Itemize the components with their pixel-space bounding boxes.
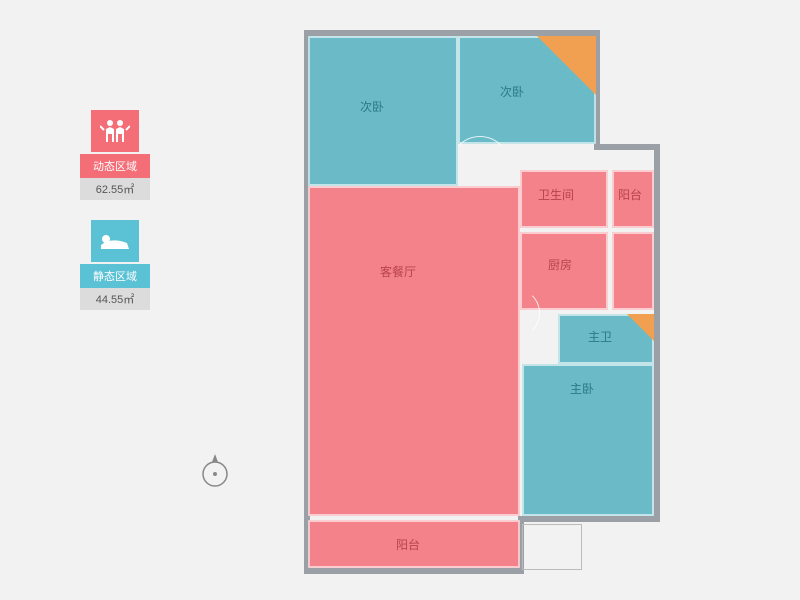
room-label-living_dining: 客餐厅 <box>380 263 416 280</box>
room-kitchen_nook <box>612 232 654 310</box>
wall-bottom-right <box>518 516 660 522</box>
legend-static-value: 44.55㎡ <box>80 288 150 310</box>
room-label-secondary_bedroom_2: 次卧 <box>500 83 524 100</box>
legend-dynamic-label: 动态区域 <box>80 154 150 178</box>
room-living_dining <box>308 186 520 516</box>
exterior-unit <box>522 524 582 570</box>
sleep-icon-svg <box>99 231 131 251</box>
legend-static: 静态区域 44.55㎡ <box>80 220 150 310</box>
sleep-icon <box>91 220 139 262</box>
door-arc <box>450 136 510 196</box>
room-label-master_bedroom: 主卧 <box>570 380 594 397</box>
wall-step1-h <box>594 144 660 150</box>
people-icon <box>91 110 139 152</box>
accent-tri <box>627 314 654 341</box>
legend-static-label: 静态区域 <box>80 264 150 288</box>
wall-bottom <box>304 568 524 574</box>
room-label-balcony_main: 阳台 <box>396 536 420 553</box>
legend-dynamic: 动态区域 62.55㎡ <box>80 110 150 200</box>
people-icon-svg <box>100 118 130 144</box>
room-label-secondary_bedroom_1: 次卧 <box>360 98 384 115</box>
room-label-balcony_small: 阳台 <box>618 186 642 203</box>
room-label-master_bath: 主卫 <box>588 328 612 345</box>
door-arc <box>490 288 540 338</box>
legend-panel: 动态区域 62.55㎡ 静态区域 44.55㎡ <box>80 110 150 330</box>
legend-dynamic-value: 62.55㎡ <box>80 178 150 200</box>
wall-right-mid <box>654 144 660 520</box>
room-label-bathroom: 卫生间 <box>538 186 574 203</box>
room-label-kitchen: 厨房 <box>548 256 572 273</box>
accent-tri <box>537 36 596 95</box>
compass-icon <box>195 450 235 490</box>
floorplan: 次卧次卧客餐厅卫生间阳台厨房主卫主卧阳台 <box>300 28 680 583</box>
